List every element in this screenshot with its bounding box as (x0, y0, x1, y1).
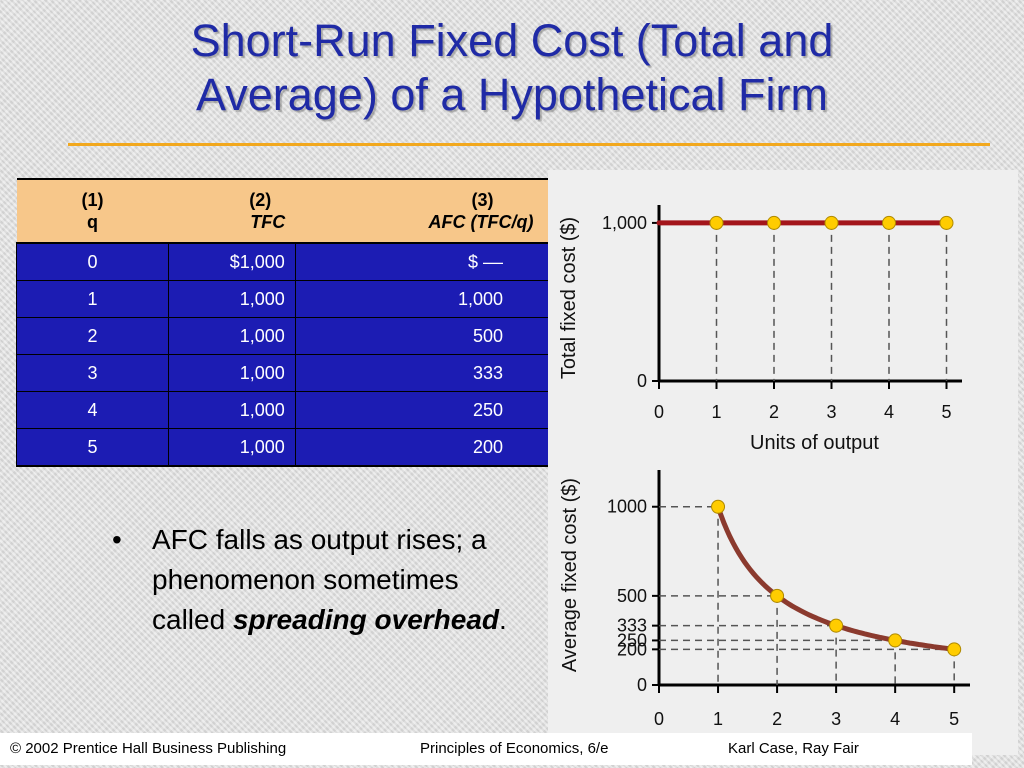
slide-title: Short-Run Fixed Cost (Total and Average)… (0, 14, 1024, 122)
cell-tfc: 1,000 (168, 428, 296, 467)
cell-q: 5 (15, 428, 170, 467)
chart2-x-tick-label: 0 (654, 709, 664, 729)
cell-afc: $ –– (294, 242, 555, 281)
chart1-data-point (824, 215, 839, 230)
bullet-emphasis: spreading overhead (232, 604, 500, 635)
footer-copyright: © 2002 Prentice Hall Business Publishing (10, 740, 287, 757)
chart2-x-tick-label: 2 (772, 709, 782, 729)
title-line-1: Short-Run Fixed Cost (Total and (190, 15, 834, 66)
table-header-row: (1) q (2) TFC (3) AFC (TFC/q) (16, 178, 554, 244)
chart1-y-axis-label: Total fixed cost ($) (558, 217, 580, 379)
col-header-q: (1) q (16, 178, 169, 244)
charts-panel (548, 170, 1018, 755)
cell-q: 3 (15, 354, 170, 392)
chart1-x-tick-label: 2 (769, 402, 779, 422)
col-header-afc: (3) AFC (TFC/q) (295, 178, 554, 244)
cell-tfc: $1,000 (168, 242, 296, 281)
chart2-y-tick-label: 250 (617, 630, 647, 650)
chart1-data-point (939, 215, 954, 230)
cell-afc: 1,000 (294, 280, 555, 318)
cell-tfc: 1,000 (168, 391, 296, 429)
chart1-x-tick-label: 4 (884, 402, 894, 422)
chart1-data-point (767, 215, 781, 230)
table-row: 1 1,000 1,000 (15, 280, 555, 318)
chart1-y-tick-label: 0 (637, 371, 647, 391)
cell-tfc: 1,000 (168, 317, 296, 355)
chart1-x-tick-label: 5 (941, 402, 951, 422)
chart2-x-tick-label: 1 (713, 709, 723, 729)
bullet-text: AFC falls as output rises; a phenomenon … (152, 520, 512, 640)
table-row: 3 1,000 333 (15, 354, 555, 392)
bullet-text-end: . (499, 604, 507, 635)
chart2-x-tick-label: 5 (949, 709, 959, 729)
cell-afc: 333 (294, 354, 555, 392)
title-underline (68, 143, 990, 146)
chart1-y-tick-label: 1,000 (602, 213, 647, 233)
table-row: 4 1,000 250 (15, 391, 555, 429)
bullet-text-part1: AFC falls as output rises; a phenomenon … (152, 524, 487, 635)
chart2-y-tick-label: 500 (617, 586, 647, 606)
chart2-y-axis-label: Average fixed cost ($) (559, 478, 581, 672)
footer-authors: Karl Case, Ray Fair (728, 740, 859, 757)
chart1-x-axis-label: Units of output (750, 432, 879, 454)
cell-afc: 250 (294, 391, 555, 429)
chart2-y-tick-label: 1000 (607, 497, 647, 517)
footer-bar: © 2002 Prentice Hall Business Publishing… (0, 733, 972, 765)
chart2-y-tick-label: 333 (617, 616, 647, 636)
cell-q: 4 (15, 391, 170, 429)
chart2-data-point (947, 642, 962, 657)
chart1-data-point (882, 215, 896, 230)
chart2-y-tick-label: 200 (617, 639, 647, 659)
chart1-x-tick-label: 1 (711, 402, 721, 422)
chart1-x-tick-label: 3 (826, 402, 836, 422)
chart2-x-tick-label: 4 (890, 709, 900, 729)
chart2-data-point (829, 618, 844, 633)
cell-q: 2 (15, 317, 170, 355)
chart1-x-tick-label: 0 (654, 402, 664, 422)
chart2-data-point (770, 588, 785, 603)
cell-afc: 200 (294, 428, 555, 467)
cell-afc: 500 (294, 317, 555, 355)
cell-tfc: 1,000 (168, 354, 296, 392)
col-header-tfc: (2) TFC (168, 178, 296, 244)
chart1-data-point (709, 215, 724, 230)
title-line-2: Average) of a Hypothetical Firm (196, 69, 828, 120)
chart2-data-point (888, 633, 903, 648)
table-row: 0 $1,000 $ –– (15, 242, 555, 281)
chart2-y-tick-label: 0 (637, 675, 647, 695)
footer-book-title: Principles of Economics, 6/e (420, 740, 609, 757)
fixed-cost-table: (1) q (2) TFC (3) AFC (TFC/q) 0 $1,000 $ –… (15, 178, 555, 467)
chart2-data-point (711, 499, 726, 514)
table-row: 2 1,000 500 (15, 317, 555, 355)
bullet-marker: • (112, 524, 122, 555)
cell-tfc: 1,000 (168, 280, 296, 318)
cell-q: 1 (15, 280, 170, 318)
table-row: 5 1,000 200 (15, 428, 555, 467)
cell-q: 0 (15, 242, 170, 281)
cost-charts: 0 1,000 0 1 2 3 4 5 Total fixed cost ($) Units of… (558, 205, 970, 753)
chart2-x-tick-label: 3 (831, 709, 841, 729)
